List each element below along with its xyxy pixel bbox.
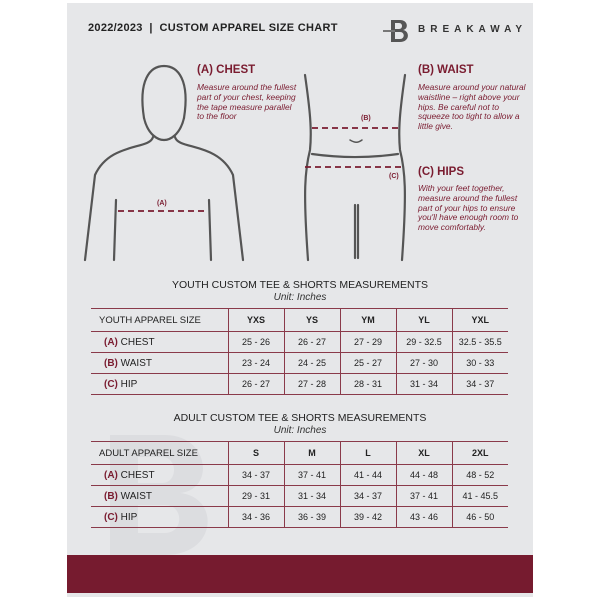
row-label: (C) HIP [91, 373, 228, 395]
row-code: (C) [104, 378, 118, 390]
cell: 32.5 - 35.5 [451, 331, 508, 353]
hips-marker: (C) [389, 173, 399, 180]
cell: 24 - 25 [283, 352, 340, 374]
row-label: (B) WAIST [91, 352, 228, 374]
adult-size-table: ADULT APPAREL SIZE S M L XL 2XL (A) CHES… [91, 441, 508, 528]
cell: 31 - 34 [283, 485, 340, 507]
cell: 41 - 44 [339, 464, 396, 486]
table-row: (B) WAIST 23 - 24 24 - 25 25 - 27 27 - 30 30… [91, 352, 508, 374]
header-label: ADULT APPAREL SIZE [91, 441, 228, 465]
cell: 26 - 27 [283, 331, 340, 353]
size-header: L [339, 441, 396, 465]
cell: 34 - 36 [227, 506, 284, 528]
cell: 28 - 31 [339, 373, 396, 395]
cell: 34 - 37 [339, 485, 396, 507]
size-header: 2XL [451, 441, 508, 465]
size-header: YS [283, 308, 340, 332]
hips-instructions: With your feet together, measure around … [418, 183, 519, 233]
cell: 23 - 24 [227, 352, 284, 374]
table-header-row: ADULT APPAREL SIZE S M L XL 2XL [91, 441, 508, 465]
cell: 34 - 37 [451, 373, 508, 395]
row-label: (A) CHEST [91, 331, 228, 353]
row-name: CHEST [120, 469, 155, 481]
footer-band [67, 555, 533, 593]
cell: 43 - 46 [395, 506, 452, 528]
table-row: (C) HIP 26 - 27 27 - 28 28 - 31 31 - 34 34 -… [91, 373, 508, 395]
row-code: (B) [104, 490, 118, 502]
cell: 31 - 34 [395, 373, 452, 395]
row-label: (C) HIP [91, 506, 228, 528]
page-title: 2022/2023 | CUSTOM APPAREL SIZE CHART [88, 22, 338, 34]
body-measurement-illustration [83, 64, 407, 262]
head-outline [141, 64, 187, 120]
adult-table-unit: Unit: Inches [273, 425, 327, 436]
cell: 26 - 27 [227, 373, 284, 395]
waist-marker: (B) [361, 115, 371, 122]
row-code: (A) [104, 336, 118, 348]
cell: 44 - 48 [395, 464, 452, 486]
cell: 41 - 45.5 [451, 485, 508, 507]
size-header: M [283, 441, 340, 465]
cell: 46 - 50 [451, 506, 508, 528]
cell: 36 - 39 [283, 506, 340, 528]
size-header: XL [395, 441, 452, 465]
cell: 25 - 26 [227, 331, 284, 353]
row-name: WAIST [120, 490, 152, 502]
cell: 37 - 41 [283, 464, 340, 486]
row-code: (C) [104, 511, 118, 523]
size-header: YXS [227, 308, 284, 332]
cell: 25 - 27 [339, 352, 396, 374]
adult-table-title: ADULT CUSTOM TEE & SHORTS MEASUREMENTS [173, 412, 427, 424]
chest-marker: (A) [157, 200, 167, 207]
row-name: WAIST [120, 357, 152, 369]
brand-name: BREAKAWAY [418, 24, 528, 35]
cell: 34 - 37 [227, 464, 284, 486]
waist-title: (B) WAIST [418, 64, 474, 76]
table-row: (B) WAIST 29 - 31 31 - 34 34 - 37 37 - 41 41… [91, 485, 508, 507]
row-label: (A) CHEST [91, 464, 228, 486]
cell: 37 - 41 [395, 485, 452, 507]
size-header: S [227, 441, 284, 465]
breakaway-logo-icon [383, 20, 408, 42]
table-header-row: YOUTH APPAREL SIZE YXS YS YM YL YXL [91, 308, 508, 332]
table-row: (C) HIP 34 - 36 36 - 39 39 - 42 43 - 46 46 -… [91, 506, 508, 528]
row-name: CHEST [120, 336, 155, 348]
chest-title: (A) CHEST [197, 64, 256, 76]
cell: 39 - 42 [339, 506, 396, 528]
cell: 27 - 30 [395, 352, 452, 374]
table-row: (A) CHEST 34 - 37 37 - 41 41 - 44 44 - 48 48… [91, 464, 508, 486]
cell: 27 - 29 [339, 331, 396, 353]
size-header: YL [395, 308, 452, 332]
row-code: (B) [104, 357, 118, 369]
chest-instructions: Measure around the fullest part of your … [197, 82, 297, 122]
torso-outline [303, 73, 312, 262]
row-name: HIP [120, 511, 138, 523]
size-header: YXL [451, 308, 508, 332]
cell: 27 - 28 [283, 373, 340, 395]
cell: 29 - 32.5 [395, 331, 452, 353]
row-name: HIP [120, 378, 138, 390]
waist-instructions: Measure around your natural waistline – … [418, 82, 526, 132]
header-label: YOUTH APPAREL SIZE [91, 308, 228, 332]
youth-table-unit: Unit: Inches [273, 292, 327, 303]
row-label: (B) WAIST [91, 485, 228, 507]
youth-table-title: YOUTH CUSTOM TEE & SHORTS MEASUREMENTS [171, 279, 429, 291]
cell: 30 - 33 [451, 352, 508, 374]
hips-title: (C) HIPS [418, 166, 464, 178]
table-row: (A) CHEST 25 - 26 26 - 27 27 - 29 29 - 32.5… [91, 331, 508, 353]
cell: 48 - 52 [451, 464, 508, 486]
size-header: YM [339, 308, 396, 332]
cell: 29 - 31 [227, 485, 284, 507]
youth-size-table: YOUTH APPAREL SIZE YXS YS YM YL YXL (A) … [91, 308, 508, 395]
row-code: (A) [104, 469, 118, 481]
